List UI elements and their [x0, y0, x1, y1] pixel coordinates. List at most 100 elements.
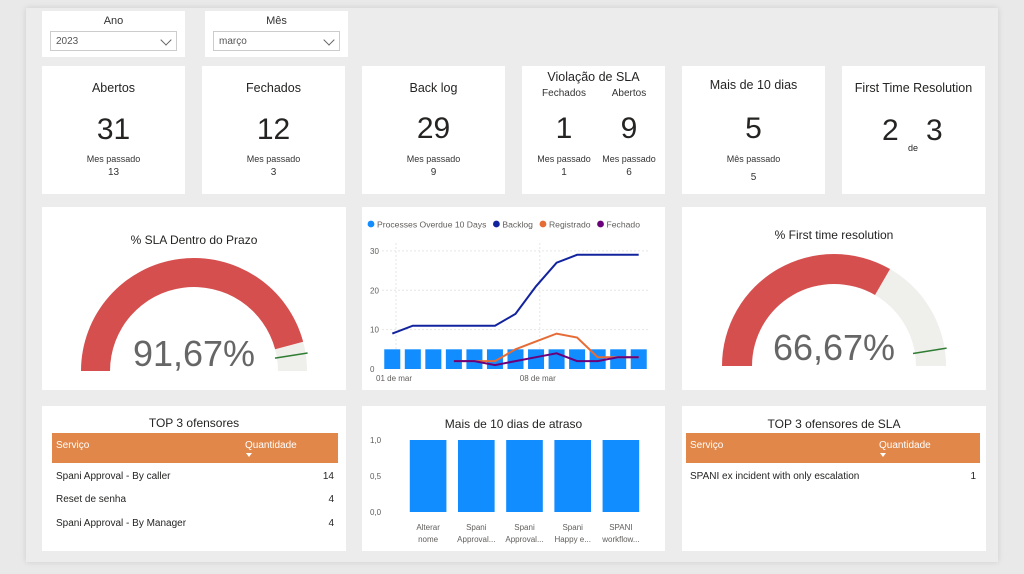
row-quantidade: 14: [322, 471, 334, 482]
filter-mes-label: Mês: [266, 15, 287, 27]
col-servico-header[interactable]: Serviço: [56, 440, 90, 451]
y-tick-label: 0: [370, 365, 375, 374]
mes-dropdown[interactable]: março: [213, 31, 340, 51]
chevron-down-icon: [323, 34, 335, 46]
bar: [425, 349, 442, 369]
violacao-fechados-sub-value: 1: [561, 167, 567, 178]
bar: [602, 440, 640, 512]
violacao-fechados-label: Fechados: [542, 88, 586, 99]
kpi-first-time-resolution: First Time Resolution 2 de 3: [842, 66, 985, 194]
kpi-sub-value: 3: [270, 167, 277, 178]
x-tick-label: 01 de mar: [376, 374, 412, 383]
atraso-chart: 0,0 0,5 1,0 Alterar nome Spani Approval... Span…: [370, 436, 640, 544]
sort-desc-icon: [246, 453, 252, 457]
bar: [445, 349, 462, 369]
x-tick-label: SPANI: [609, 523, 632, 532]
filter-ano: Ano 2023: [42, 11, 185, 57]
bar: [610, 349, 627, 369]
violacao-fechados-sub-label: Mes passado: [537, 154, 591, 164]
gauge-fill: [722, 253, 891, 366]
x-tick-label: Approval...: [457, 535, 495, 544]
y-tick-label: 30: [370, 247, 379, 256]
bar: [630, 349, 647, 369]
ftr-value: 2: [882, 114, 899, 147]
gauge-ftr-title: % First time resolution: [774, 228, 894, 242]
bar: [507, 349, 524, 369]
series-line-backlog: [391, 253, 639, 335]
col-quantidade-header[interactable]: Quantidade: [245, 440, 297, 451]
ano-dropdown[interactable]: 2023: [50, 31, 177, 51]
bar: [466, 349, 483, 369]
row-servico: Reset de senha: [56, 494, 127, 505]
kpi-title: Fechados: [246, 81, 301, 95]
bar: [554, 440, 592, 512]
kpi-sub-label: Mes passado: [246, 154, 301, 164]
gauge-target-marker: [274, 352, 308, 359]
violacao-abertos-label: Abertos: [611, 88, 647, 99]
legend-label: Fechado: [607, 220, 641, 230]
row-servico: Spani Approval - By caller: [56, 471, 171, 482]
bar: [457, 440, 495, 512]
violacao-abertos-sub-value: 6: [626, 167, 632, 178]
bar: [569, 349, 586, 369]
table-row[interactable]: SPANI ex incident with only escalation 1: [686, 468, 980, 488]
kpi-backlog: Back log 29 Mes passado 9: [362, 66, 505, 194]
row-quantidade: 4: [328, 518, 334, 529]
table-row[interactable]: Spani Approval - By caller 14: [52, 468, 338, 488]
kpi-sub-label: Mes passado: [406, 154, 461, 164]
ftr-total: 3: [926, 114, 943, 147]
col-servico-header[interactable]: Serviço: [690, 440, 724, 451]
atraso-title: Mais de 10 dias de atraso: [444, 417, 583, 431]
legend-marker: [492, 220, 500, 228]
series-line-fechado: [453, 352, 639, 367]
bar: [548, 349, 565, 369]
kpi-violacao-sla: Violação de SLA Fechados 1 Mes passado 1…: [522, 66, 665, 194]
atraso-chart-card: Mais de 10 dias de atraso 0,0 0,5 1,0 Alter…: [362, 406, 665, 551]
violacao-abertos: Abertos 9 Mes passado 6: [594, 66, 664, 194]
gauge-sla-chart: [81, 257, 308, 371]
bar: [506, 440, 543, 512]
row-quantidade: 4: [328, 494, 334, 505]
x-tick-label: Alterar: [416, 523, 440, 532]
legend-marker: [597, 220, 604, 228]
top3-title: TOP 3 ofensores: [148, 416, 240, 430]
top3-sla-title: TOP 3 ofensores de SLA: [767, 417, 901, 431]
x-tick-label: Happy e...: [554, 535, 590, 544]
x-tick-label: workflow...: [601, 535, 639, 544]
y-tick-label: 1,0: [370, 436, 382, 445]
legend-marker: [539, 220, 547, 228]
col-quantidade-header[interactable]: Quantidade: [879, 440, 931, 451]
legend-label: Backlog: [502, 220, 533, 230]
kpi-title: Mais de 10 dias: [709, 78, 798, 92]
ano-value: 2023: [56, 36, 79, 47]
y-tick-label: 20: [370, 286, 379, 295]
violacao-fechados: Fechados 1 Mes passado 1: [529, 66, 599, 194]
kpi-fechados: Fechados 12 Mes passado 3: [202, 66, 345, 194]
kpi-title: Violação de SLA: [547, 70, 640, 84]
row-servico: SPANI ex incident with only escalation: [690, 471, 860, 482]
kpi-value: 29: [416, 112, 451, 145]
table-row[interactable]: Reset de senha 4: [52, 491, 338, 511]
kpi-title: Abertos: [91, 81, 136, 95]
gauge-ftr-card: % First time resolution 66,67%: [682, 207, 986, 390]
chevron-down-icon: [160, 34, 172, 46]
kpi-sub-label: Mes passado: [86, 154, 141, 164]
x-tick-label: Approval...: [505, 535, 543, 544]
bar: [409, 440, 447, 512]
sort-desc-icon: [880, 453, 886, 457]
y-tick-label: 0,0: [370, 508, 382, 517]
kpi-mais-10-dias: Mais de 10 dias 5 Mês passado 5: [682, 66, 825, 194]
gauge-sla-value: 91,67%: [132, 333, 256, 374]
kpi-abertos: Abertos 31 Mes passado 13: [42, 66, 185, 194]
kpi-sub-value: 13: [107, 167, 120, 178]
kpi-sub-label: Mês passado: [726, 154, 781, 164]
legend-marker: [367, 220, 375, 228]
bar: [528, 349, 545, 369]
kpi-sub-value: 5: [750, 172, 757, 183]
bar: [404, 349, 421, 369]
gauge-fill: [81, 257, 304, 371]
x-tick-label: Spani: [514, 523, 535, 532]
kpi-value: 12: [256, 113, 291, 146]
kpi-value: 5: [745, 112, 762, 145]
table-row[interactable]: Spani Approval - By Manager 4: [52, 515, 338, 535]
